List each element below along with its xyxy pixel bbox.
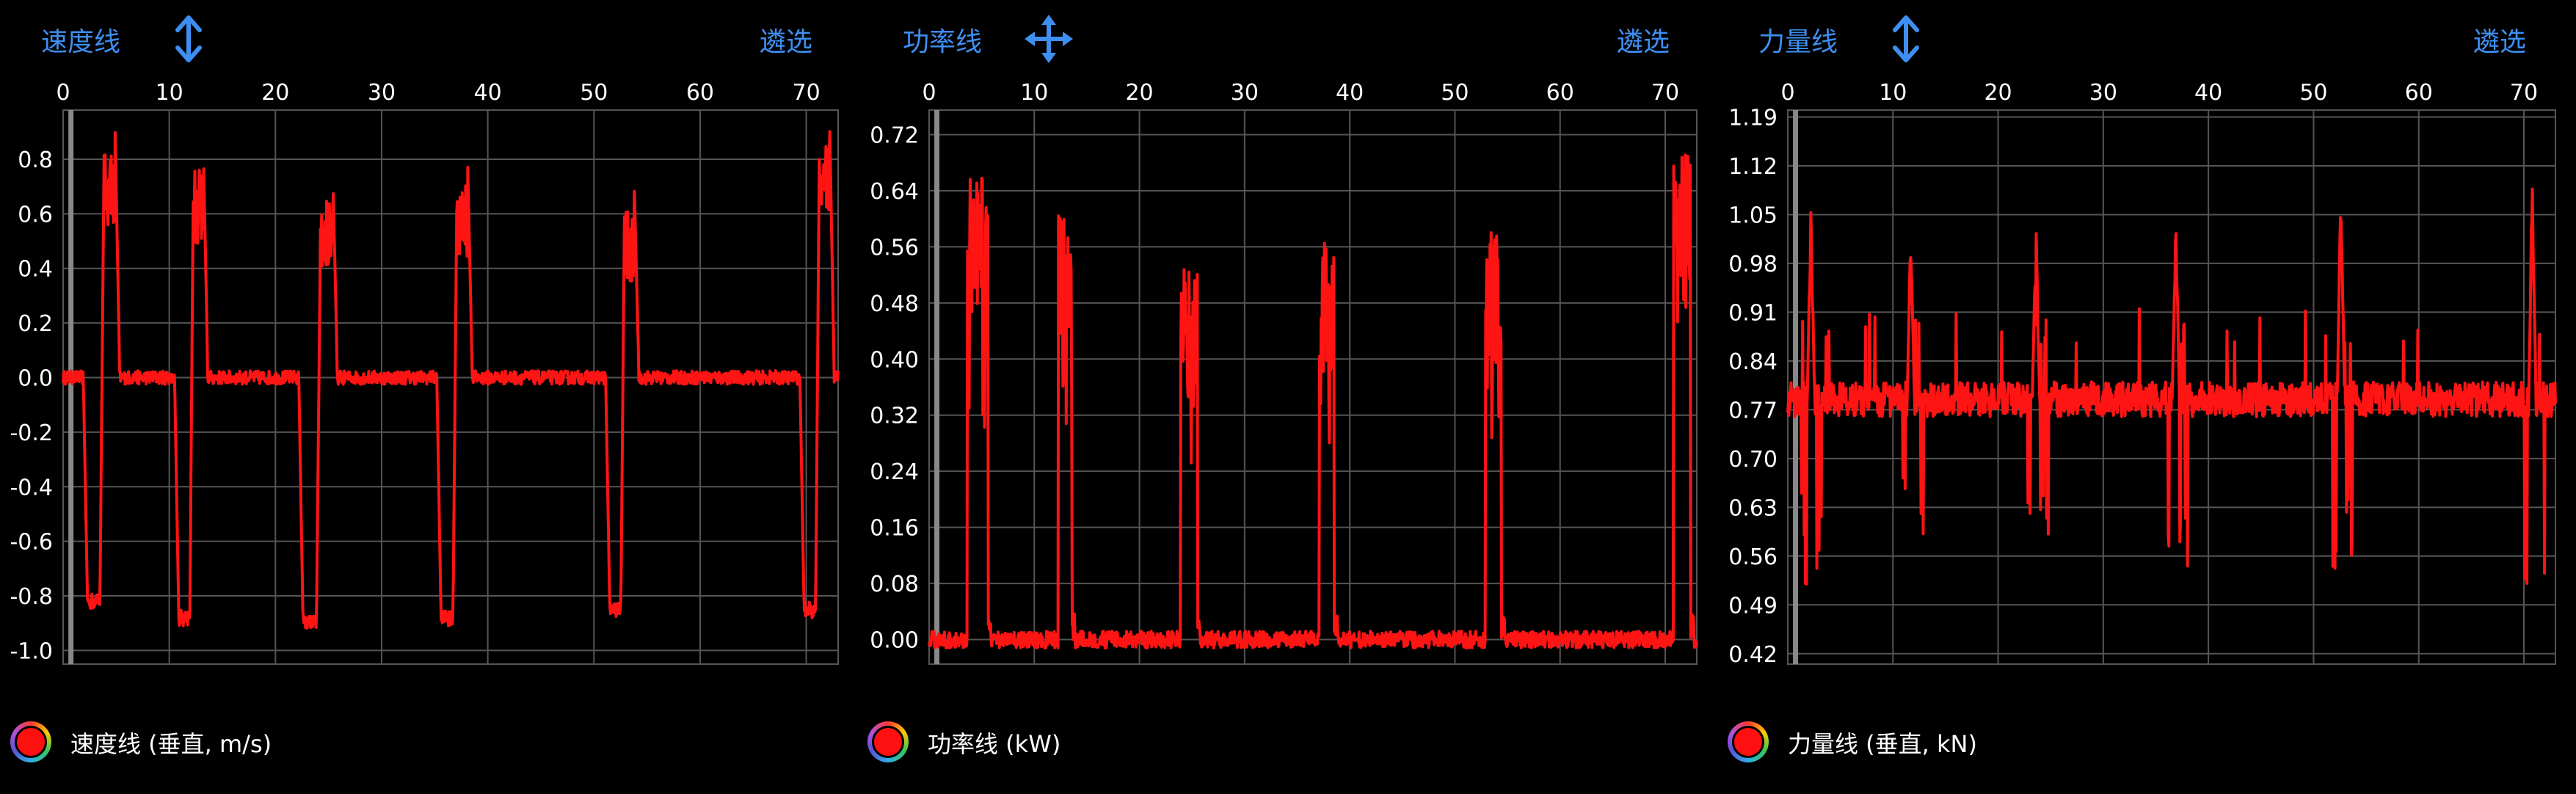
series-line bbox=[1786, 187, 2557, 586]
x-tick-label: 0 bbox=[1780, 80, 1794, 106]
x-tick-label: 30 bbox=[2089, 80, 2117, 106]
x-tick-label: 70 bbox=[2510, 80, 2538, 106]
power-panel: 功率线 遴选 0 10 20 30 40 50 60 70 0.72 0.64 0.56 0.48 0.… bbox=[859, 0, 1717, 794]
x-tick-label: 60 bbox=[686, 80, 714, 106]
y-tick-label: 0.42 bbox=[1728, 642, 1778, 668]
y-tick-label: 0.56 bbox=[870, 235, 919, 261]
y-tick-label: 0.2 bbox=[18, 311, 53, 337]
y-tick-label: 0.32 bbox=[870, 404, 919, 429]
filter-button[interactable]: 遴选 bbox=[1617, 27, 1670, 57]
y-tick-label: 0.08 bbox=[870, 572, 919, 597]
x-tick-label: 0 bbox=[56, 80, 70, 106]
force-chart[interactable]: 0 10 20 30 40 50 60 70 1.19 1.12 1.05 0.98 0.91 0.84 0… bbox=[1717, 68, 2576, 669]
move-arrows-icon[interactable] bbox=[1022, 12, 1073, 66]
y-tick-label: 0.4 bbox=[18, 257, 53, 283]
legend-color-swatch[interactable] bbox=[867, 721, 909, 762]
series-line bbox=[928, 153, 1698, 649]
playhead-cursor bbox=[1793, 110, 1799, 664]
y-tick-label: 0.24 bbox=[870, 459, 919, 485]
x-tick-label: 20 bbox=[1984, 80, 2012, 106]
speed-panel: 速度线 遴选 0 10 20 30 40 50 60 70 0.8 0.6 0.4 0.2 0.0 -0.… bbox=[0, 0, 859, 794]
y-tick-label: 0.63 bbox=[1728, 495, 1778, 521]
x-tick-label: 40 bbox=[474, 80, 502, 106]
x-tick-label: 0 bbox=[922, 80, 936, 106]
force-panel: 力量线 遴选 0 10 20 30 40 50 60 70 1.19 1.12 1.05 0.98 0.… bbox=[1717, 0, 2576, 794]
power-chart[interactable]: 0 10 20 30 40 50 60 70 0.72 0.64 0.56 0.48 0.40 0.32 0… bbox=[859, 68, 1717, 669]
y-tick-label: 1.19 bbox=[1728, 105, 1778, 131]
y-tick-label: 1.05 bbox=[1728, 203, 1778, 228]
series-line bbox=[62, 130, 840, 630]
plot-frame bbox=[928, 109, 1698, 665]
x-tick-label: 70 bbox=[1651, 80, 1679, 106]
y-tick-label: 0.64 bbox=[870, 179, 919, 205]
x-tick-label: 60 bbox=[2405, 80, 2433, 106]
x-tick-label: 10 bbox=[1020, 80, 1048, 106]
x-tick-label: 50 bbox=[580, 80, 608, 106]
legend[interactable]: 速度线 (垂直, m/s) bbox=[10, 715, 377, 767]
y-tick-label: 0.48 bbox=[870, 291, 919, 317]
y-tick-label: 0.00 bbox=[870, 628, 919, 654]
playhead-cursor bbox=[934, 110, 940, 664]
y-tick-label: 0.40 bbox=[870, 347, 919, 373]
filter-button[interactable]: 遴选 bbox=[760, 27, 813, 57]
legend-label: 速度线 (垂直, m/s) bbox=[70, 730, 272, 758]
panel-title: 功率线 bbox=[903, 27, 983, 57]
x-tick-label: 50 bbox=[1441, 80, 1469, 106]
panel-title: 速度线 bbox=[41, 27, 121, 57]
x-tick-label: 30 bbox=[368, 80, 396, 106]
y-tick-label: -0.2 bbox=[10, 420, 53, 446]
legend[interactable]: 功率线 (kW) bbox=[867, 715, 1161, 767]
x-tick-label: 60 bbox=[1546, 80, 1574, 106]
x-tick-label: 10 bbox=[156, 80, 183, 106]
x-tick-label: 40 bbox=[1336, 80, 1364, 106]
x-tick-label: 20 bbox=[1125, 80, 1153, 106]
y-tick-label: 0.70 bbox=[1728, 447, 1778, 473]
y-tick-label: -1.0 bbox=[10, 638, 53, 664]
y-tick-label: 0.98 bbox=[1728, 252, 1778, 277]
y-tick-label: 1.12 bbox=[1728, 154, 1778, 180]
y-tick-label: -0.8 bbox=[10, 584, 53, 610]
legend-label: 力量线 (垂直, kN) bbox=[1788, 730, 1977, 758]
legend[interactable]: 力量线 (垂直, kN) bbox=[1728, 715, 2095, 767]
y-tick-label: -0.4 bbox=[10, 475, 53, 500]
playhead-cursor bbox=[68, 110, 74, 664]
y-tick-label: 0.6 bbox=[18, 202, 53, 227]
speed-chart[interactable]: 0 10 20 30 40 50 60 70 0.8 0.6 0.4 0.2 0.0 -0.2 -0.4 -0… bbox=[0, 68, 859, 669]
y-tick-label: 0.8 bbox=[18, 147, 53, 173]
x-tick-label: 50 bbox=[2299, 80, 2327, 106]
x-tick-label: 70 bbox=[793, 80, 821, 106]
vertical-arrows-icon[interactable] bbox=[163, 12, 214, 66]
y-tick-label: 0.84 bbox=[1728, 349, 1778, 375]
y-tick-label: -0.6 bbox=[10, 530, 53, 556]
y-tick-label: 0.91 bbox=[1728, 300, 1778, 326]
x-tick-label: 20 bbox=[261, 80, 289, 106]
panel-title: 力量线 bbox=[1758, 27, 1838, 57]
legend-color-swatch[interactable] bbox=[1728, 721, 1769, 762]
legend-label: 功率线 (kW) bbox=[928, 730, 1061, 758]
y-tick-label: 0.56 bbox=[1728, 544, 1778, 570]
x-tick-label: 30 bbox=[1231, 80, 1259, 106]
y-tick-label: 0.0 bbox=[18, 365, 53, 391]
legend-color-swatch[interactable] bbox=[10, 721, 51, 762]
y-tick-label: 0.49 bbox=[1728, 593, 1778, 619]
vertical-arrows-icon[interactable] bbox=[1880, 12, 1932, 66]
x-tick-label: 10 bbox=[1879, 80, 1907, 106]
y-tick-label: 0.16 bbox=[870, 516, 919, 542]
y-tick-label: 0.77 bbox=[1728, 398, 1778, 423]
filter-button[interactable]: 遴选 bbox=[2473, 27, 2527, 57]
y-tick-label: 0.72 bbox=[870, 123, 919, 148]
x-tick-label: 40 bbox=[2194, 80, 2222, 106]
